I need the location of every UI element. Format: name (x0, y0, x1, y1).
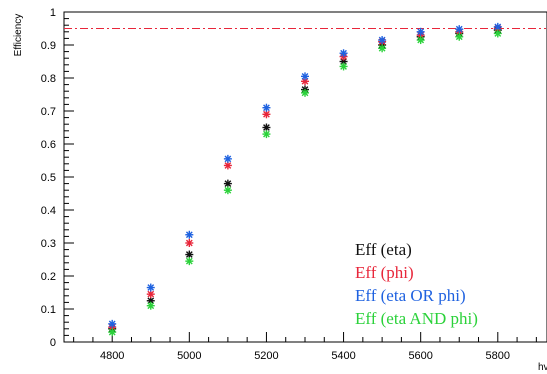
y-tick-label: 0 (50, 337, 56, 349)
y-axis-title: Efficiency (13, 14, 24, 57)
data-point (416, 27, 425, 36)
data-point (185, 239, 194, 247)
x-tick-label: 5200 (254, 350, 278, 362)
y-tick-label: 1 (50, 7, 56, 19)
data-point (455, 32, 464, 41)
y-tick-label: 0.4 (41, 205, 56, 217)
data-point (223, 179, 232, 188)
legend-entry: Eff (phi) (355, 263, 414, 282)
data-point (146, 301, 155, 310)
x-tick-label: 4800 (100, 350, 124, 362)
legend-entry: Eff (eta) (355, 240, 412, 259)
y-tick-label: 0.7 (41, 106, 56, 118)
data-point (262, 103, 271, 112)
x-tick-label: 5000 (177, 350, 201, 362)
data-point (378, 44, 387, 53)
y-axis: 0 0.1 0.2 0.3 0.4 0.5 0.6 0.7 0.8 0.9 1 (41, 7, 74, 349)
y-tick-label: 0.2 (41, 271, 56, 283)
y-tick-label: 0.1 (41, 304, 56, 316)
x-tick-label: 5800 (486, 350, 510, 362)
data-point (223, 154, 232, 163)
data-point (262, 123, 271, 132)
plot-frame (63, 11, 547, 343)
y-tick-label: 0.8 (41, 73, 56, 85)
data-point (416, 36, 425, 45)
legend-entry: Eff (eta OR phi) (355, 286, 466, 305)
data-point (108, 319, 117, 328)
data-point (185, 257, 194, 266)
y-tick-label: 0.3 (41, 238, 56, 250)
x-axis: 4800 5000 5200 5400 5600 5800 (73, 332, 537, 362)
data-point (301, 88, 309, 97)
data-points (108, 22, 502, 337)
y-tick-label: 0.6 (41, 139, 56, 151)
data-point (262, 130, 271, 139)
x-tick-label: 5600 (408, 350, 432, 362)
y-tick-label: 0.9 (41, 40, 56, 52)
data-point (493, 29, 502, 38)
legend-entry: Eff (eta AND phi) (355, 309, 478, 328)
data-point (185, 230, 194, 239)
data-point (223, 186, 232, 195)
x-axis-title: hv (538, 362, 547, 373)
data-point (339, 49, 348, 58)
x-tick-label: 5400 (331, 350, 355, 362)
data-point (455, 25, 464, 34)
legend: Eff (eta) Eff (phi) Eff (eta OR phi) Eff (e… (355, 240, 478, 328)
y-tick-label: 0.5 (41, 172, 56, 184)
data-point (339, 62, 348, 71)
data-point (378, 36, 387, 45)
data-point (146, 290, 155, 299)
data-point (301, 72, 309, 81)
data-point (108, 328, 117, 337)
data-point (146, 283, 155, 292)
